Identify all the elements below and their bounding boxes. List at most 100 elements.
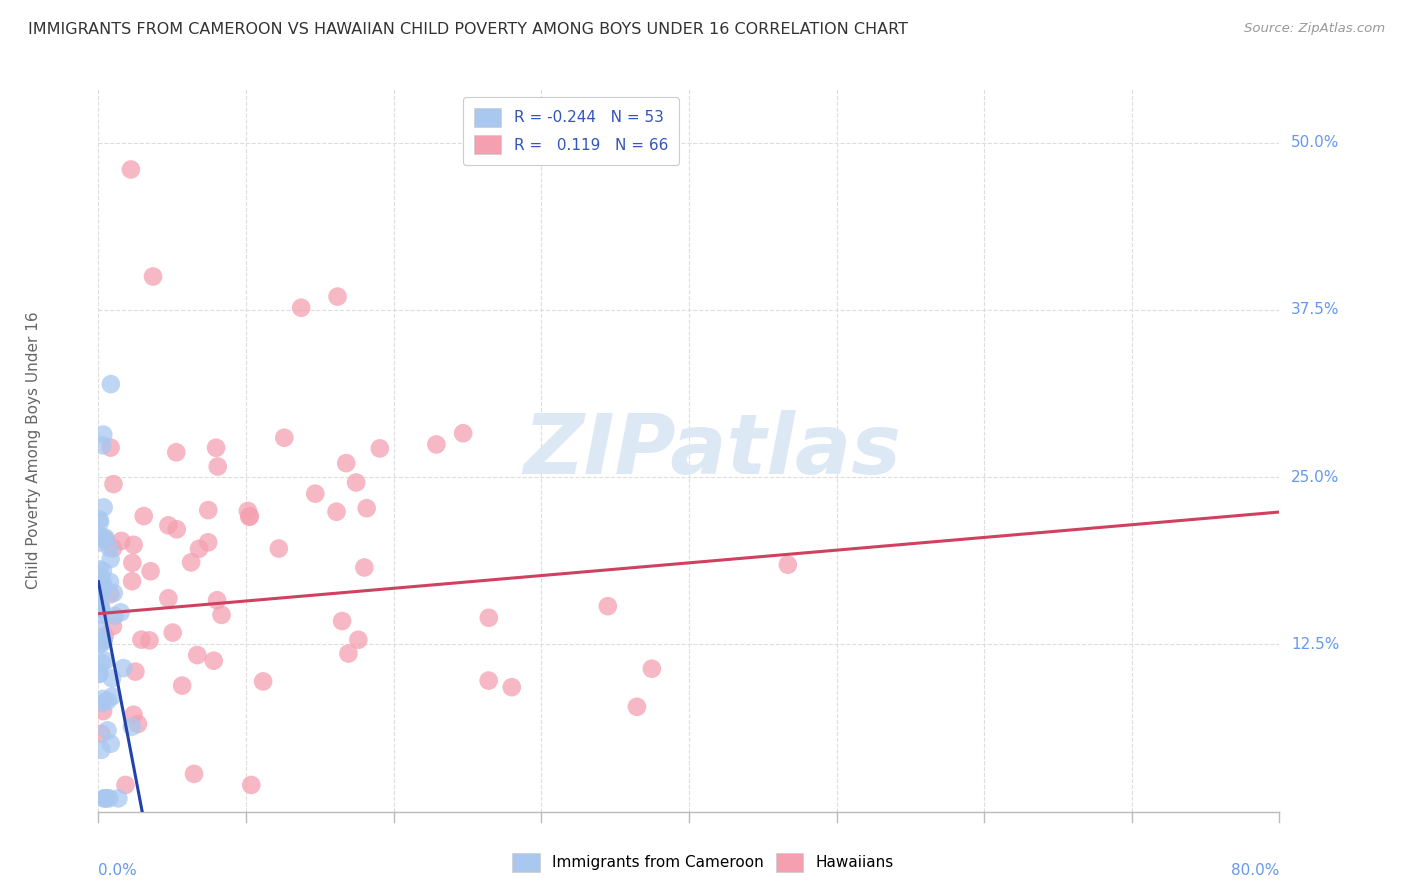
Text: Source: ZipAtlas.com: Source: ZipAtlas.com xyxy=(1244,22,1385,36)
Point xyxy=(127,717,149,731)
Point xyxy=(89,513,111,527)
Point xyxy=(165,445,187,459)
Point xyxy=(337,647,360,661)
Point xyxy=(172,679,194,693)
Point xyxy=(451,426,474,441)
Point xyxy=(91,579,114,593)
Point xyxy=(98,541,121,555)
Point xyxy=(110,533,132,548)
Point xyxy=(132,509,155,524)
Point xyxy=(90,599,112,614)
Point xyxy=(131,632,153,647)
Point xyxy=(100,441,122,455)
Point xyxy=(122,538,145,552)
Point xyxy=(121,556,143,570)
Point xyxy=(103,586,125,600)
Point xyxy=(121,720,143,734)
Point xyxy=(90,656,112,670)
Point xyxy=(91,564,114,578)
Point xyxy=(188,541,211,556)
Point xyxy=(89,598,111,612)
Point xyxy=(89,666,111,681)
Point xyxy=(186,648,208,662)
Point xyxy=(368,442,391,456)
Point xyxy=(139,564,162,578)
Point xyxy=(304,486,326,500)
Point xyxy=(202,654,225,668)
Point xyxy=(96,723,118,738)
Point xyxy=(238,509,260,524)
Point xyxy=(93,582,115,596)
Point xyxy=(157,518,180,533)
Point xyxy=(94,654,117,668)
Point xyxy=(96,791,118,805)
Point xyxy=(90,632,112,646)
Point xyxy=(90,622,112,636)
Point xyxy=(91,427,114,442)
Point xyxy=(122,707,145,722)
Point xyxy=(197,535,219,549)
Point xyxy=(94,791,117,805)
Point xyxy=(347,632,370,647)
Point xyxy=(325,505,347,519)
Point xyxy=(110,605,132,619)
Point xyxy=(89,595,111,609)
Point xyxy=(197,503,219,517)
Point xyxy=(103,608,125,623)
Point xyxy=(97,694,120,708)
Point xyxy=(100,552,122,566)
Point xyxy=(93,500,115,515)
Point xyxy=(626,699,648,714)
Text: 50.0%: 50.0% xyxy=(1291,136,1340,150)
Point xyxy=(166,522,188,536)
Point xyxy=(91,692,114,706)
Point xyxy=(356,501,378,516)
Point xyxy=(101,619,124,633)
Point xyxy=(641,662,664,676)
Point xyxy=(207,459,229,474)
Point xyxy=(183,767,205,781)
Point xyxy=(89,562,111,576)
Point xyxy=(425,437,447,451)
Point xyxy=(142,269,165,284)
Point xyxy=(478,611,501,625)
Point xyxy=(90,634,112,648)
Point xyxy=(101,690,124,704)
Point xyxy=(93,791,115,805)
Point xyxy=(90,529,112,543)
Point xyxy=(157,591,180,606)
Point xyxy=(89,568,111,582)
Text: 0.0%: 0.0% xyxy=(98,863,138,878)
Text: 25.0%: 25.0% xyxy=(1291,470,1340,484)
Point xyxy=(90,603,112,617)
Point xyxy=(90,637,112,651)
Point xyxy=(596,599,619,614)
Point xyxy=(94,533,117,547)
Point xyxy=(98,574,121,589)
Text: Child Poverty Among Boys Under 16: Child Poverty Among Boys Under 16 xyxy=(25,311,41,590)
Point xyxy=(114,778,136,792)
Point xyxy=(239,509,262,524)
Text: 12.5%: 12.5% xyxy=(1291,637,1340,652)
Point xyxy=(90,743,112,757)
Point xyxy=(112,661,135,675)
Point xyxy=(138,633,160,648)
Point xyxy=(107,791,129,805)
Point xyxy=(121,574,143,589)
Point xyxy=(344,475,367,490)
Point xyxy=(501,680,523,694)
Point xyxy=(93,629,115,643)
Text: 37.5%: 37.5% xyxy=(1291,302,1340,318)
Point xyxy=(240,778,263,792)
Point xyxy=(100,737,122,751)
Point xyxy=(98,587,121,601)
Point xyxy=(93,633,115,648)
Text: ZIPatlas: ZIPatlas xyxy=(523,410,901,491)
Point xyxy=(776,558,799,572)
Point xyxy=(93,607,115,622)
Point xyxy=(326,289,349,303)
Point xyxy=(89,584,111,599)
Point xyxy=(89,588,111,602)
Point xyxy=(89,667,111,681)
Text: IMMIGRANTS FROM CAMEROON VS HAWAIIAN CHILD POVERTY AMONG BOYS UNDER 16 CORRELATI: IMMIGRANTS FROM CAMEROON VS HAWAIIAN CHI… xyxy=(28,22,908,37)
